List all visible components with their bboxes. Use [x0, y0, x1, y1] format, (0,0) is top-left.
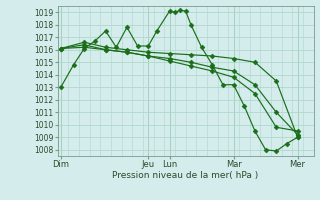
X-axis label: Pression niveau de la mer( hPa ): Pression niveau de la mer( hPa )	[112, 171, 259, 180]
